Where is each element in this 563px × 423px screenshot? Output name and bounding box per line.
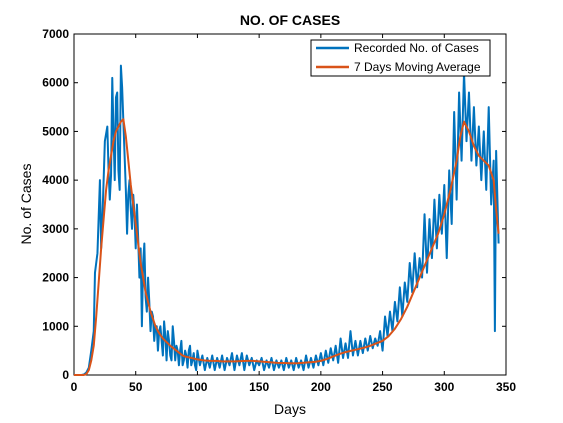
y-tick-label: 0 <box>62 368 69 382</box>
chart-title: NO. OF CASES <box>240 12 340 28</box>
x-tick-label: 200 <box>311 380 331 394</box>
legend: Recorded No. of Cases 7 Days Moving Aver… <box>310 39 491 77</box>
x-axis-ticks: 0 50 100 150 200 250 300 350 <box>71 34 516 394</box>
x-tick-label: 50 <box>129 380 143 394</box>
x-tick-label: 350 <box>496 380 516 394</box>
y-tick-label: 5000 <box>42 124 69 138</box>
x-tick-label: 0 <box>71 380 78 394</box>
series-line-moving-average <box>74 118 500 376</box>
y-tick-label: 2000 <box>42 271 69 285</box>
plot-area: 0 50 100 150 200 250 300 350 0 1000 2000 3000 4000 5… <box>42 27 516 394</box>
legend-label-moving-average: 7 Days Moving Average <box>354 60 481 74</box>
series-line-recorded <box>74 64 500 376</box>
y-axis-label: No. of Cases <box>18 164 34 245</box>
legend-label-recorded: Recorded No. of Cases <box>354 41 479 55</box>
x-axis-label: Days <box>274 401 306 417</box>
x-tick-label: 250 <box>373 380 393 394</box>
y-tick-label: 6000 <box>42 76 69 90</box>
x-tick-label: 150 <box>249 380 269 394</box>
y-tick-label: 3000 <box>42 222 69 236</box>
series-layer <box>74 64 500 376</box>
legend-box <box>310 39 491 77</box>
plot-frame <box>73 33 507 376</box>
y-tick-label: 1000 <box>42 319 69 333</box>
y-tick-label: 4000 <box>42 173 69 187</box>
y-axis-ticks: 0 1000 2000 3000 4000 5000 6000 7000 <box>42 27 506 382</box>
x-tick-label: 100 <box>187 380 207 394</box>
y-tick-label: 7000 <box>42 27 69 41</box>
x-tick-label: 300 <box>434 380 454 394</box>
